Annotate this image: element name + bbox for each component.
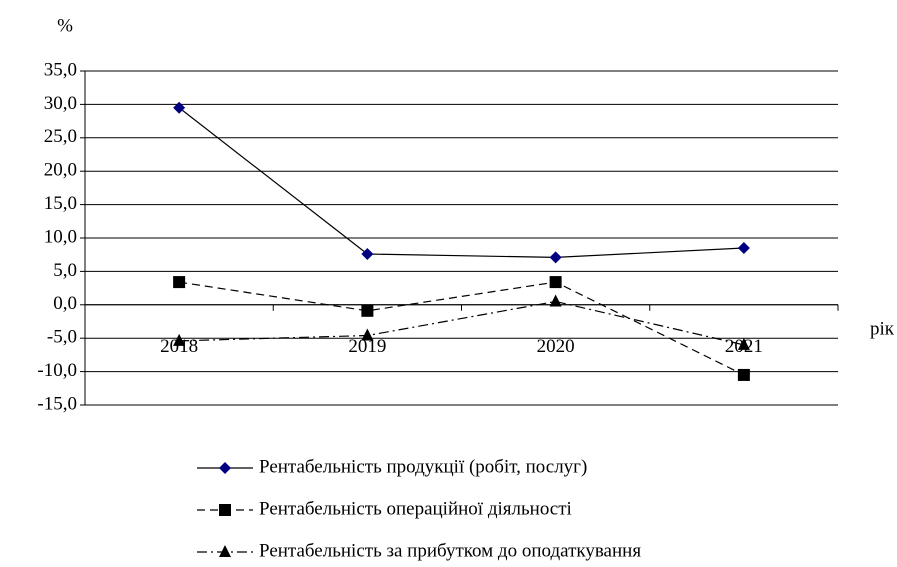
series-line (178, 107, 744, 258)
y-tick-label: 30,0 (44, 93, 77, 114)
data-point (549, 251, 562, 264)
y-tick-label: 25,0 (44, 126, 77, 147)
data-point (361, 248, 374, 261)
data-point (173, 101, 186, 114)
data-point (173, 276, 186, 289)
y-tick-label: -10,0 (37, 360, 77, 381)
y-tick-label: -5,0 (47, 327, 77, 348)
legend-label: Рентабельність продукції (робіт, послуг) (259, 456, 587, 477)
y-tick-label: 5,0 (53, 260, 77, 281)
data-point (737, 337, 750, 350)
data-point (549, 276, 562, 289)
data-point (737, 242, 750, 255)
y-tick-label: 0,0 (53, 293, 77, 314)
x-tick-label: 2018 (160, 336, 198, 357)
series-line (179, 281, 745, 376)
y-tick-label: 35,0 (44, 59, 77, 80)
x-axis-label: рік (870, 318, 895, 339)
legend-marker (219, 545, 231, 557)
data-point (549, 294, 562, 307)
legend-label: Рентабельність операційної діяльності (259, 498, 572, 519)
data-point (361, 304, 374, 317)
y-tick-label: 15,0 (44, 193, 77, 214)
x-tick-label: 2020 (537, 336, 575, 357)
y-tick-label: -15,0 (37, 393, 77, 414)
data-point (173, 333, 186, 346)
data-point (361, 328, 374, 341)
y-tick-label: 20,0 (44, 160, 77, 181)
legend-label: Рентабельність за прибутком до оподаткув… (259, 540, 641, 561)
legend-marker (219, 504, 231, 516)
data-point (737, 368, 750, 381)
x-tick-label: 2019 (348, 336, 386, 357)
legend-marker (219, 462, 231, 474)
y-tick-label: 10,0 (44, 226, 77, 247)
y-axis-label: % (57, 15, 73, 36)
series-line (179, 300, 745, 346)
